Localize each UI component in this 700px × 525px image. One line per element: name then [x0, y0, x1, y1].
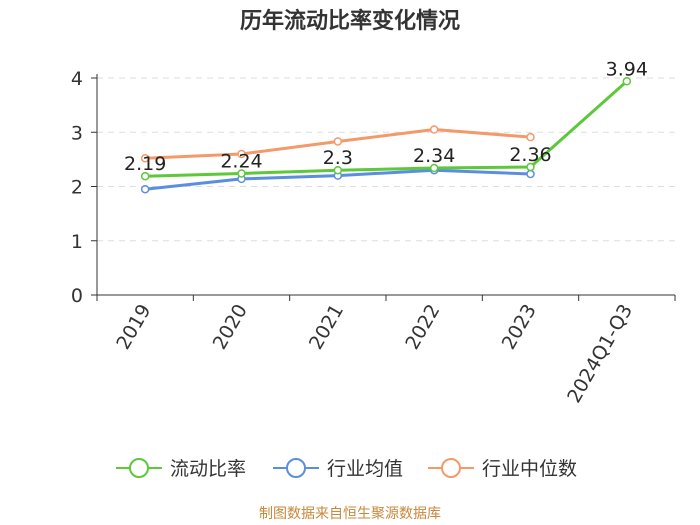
point-2-1	[237, 149, 246, 159]
series-2	[140, 125, 535, 163]
legend-item-1[interactable]: 行业均值	[273, 458, 403, 480]
point-0-2	[333, 165, 343, 175]
y-tick-label-4: 4	[71, 68, 83, 90]
chart-title: 历年流动比率变化情况	[240, 8, 460, 34]
data-label-2: 2.3	[323, 147, 353, 169]
point-0-1	[237, 169, 246, 178]
legend-marker-1	[286, 458, 306, 478]
legend-item-0[interactable]: 流动比率	[116, 458, 246, 480]
point-0-0	[140, 171, 150, 181]
series-group	[140, 77, 632, 194]
data-labels: 2.19 2.24 2.3 2.34 2.36 3.94	[124, 58, 648, 175]
legend: 流动比率 行业均值 行业中位数	[116, 458, 577, 480]
legend-marker-2	[441, 458, 461, 478]
point-0-4	[526, 162, 535, 172]
point-2-4	[526, 132, 535, 142]
point-1-4	[526, 169, 535, 179]
point-2-0	[140, 154, 150, 163]
data-label-1: 2.24	[220, 150, 262, 172]
x-tick-label-0: 2019	[112, 301, 155, 354]
y-tick-label-3: 3	[71, 122, 83, 144]
legend-label-0: 流动比率	[170, 458, 246, 480]
data-label-0: 2.19	[124, 153, 166, 175]
point-2-3	[429, 125, 439, 134]
x-tick-label-1: 2020	[209, 301, 252, 354]
data-label-5: 3.94	[606, 58, 648, 80]
legend-label-2: 行业中位数	[482, 458, 577, 480]
data-label-3: 2.34	[413, 145, 455, 167]
x-tick-label-4: 2023	[498, 301, 541, 354]
legend-marker-0	[129, 458, 149, 478]
y-tick-label-2: 2	[71, 177, 83, 199]
y-tick-labels: 0 1 2 3 4	[71, 68, 83, 307]
x-tick-label-3: 2022	[401, 301, 444, 354]
legend-item-2[interactable]: 行业中位数	[428, 458, 577, 480]
point-0-3	[429, 163, 439, 173]
x-tick-labels: 2019 2020 2021 2022 2023 2024Q1-Q3	[112, 301, 637, 407]
x-tick-label-5: 2024Q1-Q3	[563, 301, 637, 407]
source-note: 制图数据来自恒生聚源数据库	[259, 506, 441, 522]
y-tick-label-1: 1	[71, 231, 83, 253]
series-0	[140, 77, 632, 181]
legend-label-1: 行业均值	[327, 458, 403, 480]
point-1-0	[140, 184, 150, 194]
point-0-5	[622, 77, 632, 86]
point-2-2	[333, 137, 343, 146]
x-tick-label-2: 2021	[305, 301, 348, 354]
y-tick-label-0: 0	[71, 285, 83, 307]
grid-lines	[97, 77, 675, 242]
series-line-0	[145, 80, 628, 178]
data-label-4: 2.36	[509, 144, 551, 166]
axes	[91, 74, 676, 301]
